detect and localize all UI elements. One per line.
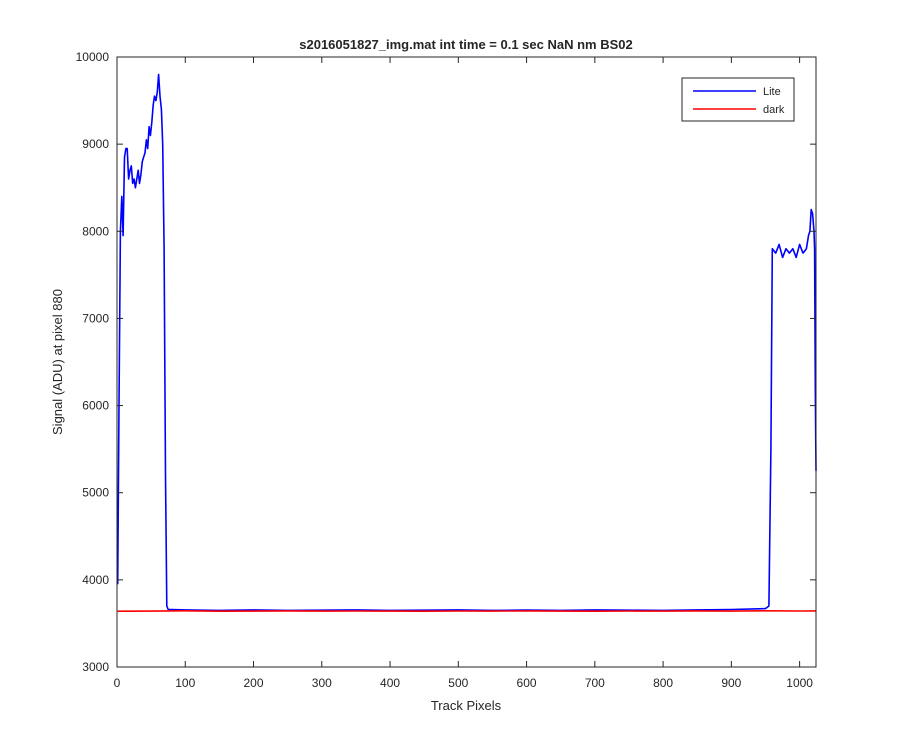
legend-label-lite: Lite: [763, 86, 781, 98]
x-tick-label: 0: [114, 676, 121, 690]
y-tick-label: 3000: [82, 660, 109, 674]
x-tick-label: 400: [380, 676, 400, 690]
plot-area: [117, 57, 816, 667]
x-tick-label: 600: [517, 676, 537, 690]
y-tick-label: 4000: [82, 573, 109, 587]
x-tick-label: 100: [175, 676, 195, 690]
x-tick-label: 1000: [786, 676, 813, 690]
x-tick-label: 300: [312, 676, 332, 690]
legend-label-dark: dark: [763, 104, 785, 116]
chart-title: s2016051827_img.mat int time = 0.1 sec N…: [299, 37, 633, 52]
y-axis-label: Signal (ADU) at pixel 880: [50, 289, 65, 435]
x-tick-label: 200: [244, 676, 264, 690]
x-tick-label: 500: [448, 676, 468, 690]
y-tick-label: 10000: [76, 50, 110, 64]
x-tick-label: 800: [653, 676, 673, 690]
y-tick-label: 7000: [82, 311, 109, 325]
x-tick-label: 900: [721, 676, 741, 690]
x-tick-label: 700: [585, 676, 605, 690]
y-tick-label: 8000: [82, 224, 109, 238]
y-tick-label: 9000: [82, 137, 109, 151]
legend: Lite dark: [682, 78, 794, 121]
y-tick-label: 6000: [82, 399, 109, 413]
x-axis-label: Track Pixels: [431, 698, 502, 713]
y-tick-label: 5000: [82, 486, 109, 500]
